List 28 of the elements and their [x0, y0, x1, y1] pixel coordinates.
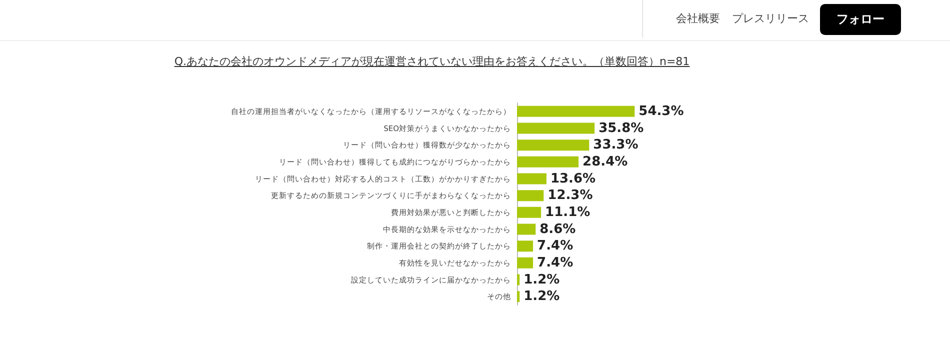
bar	[517, 274, 520, 286]
bar	[517, 122, 595, 134]
bar	[517, 173, 546, 184]
text: プレスリリース	[732, 11, 809, 26]
bar	[517, 106, 635, 117]
data-label: 7.4%	[537, 238, 574, 254]
data-label: 35.8%	[598, 120, 644, 136]
bar	[517, 257, 534, 268]
data-label: 1.2%	[524, 272, 560, 288]
chart-title: Q.あなたの会社のオウンドメディアが現在運営されていない理由をお答えください。（単数回答）n=81	[173, 54, 691, 69]
follow-button: フォロー	[820, 4, 901, 35]
bar	[517, 240, 534, 252]
bar	[517, 206, 542, 218]
bar	[517, 140, 590, 151]
text: 会社概要	[676, 11, 720, 26]
data-label: 54.3%	[638, 104, 684, 119]
data-label: 8.6%	[540, 222, 576, 237]
data-label: 12.3%	[548, 188, 593, 204]
bar	[517, 190, 544, 202]
data-label: 7.4%	[537, 255, 574, 270]
bar	[517, 224, 536, 235]
data-label: 28.4%	[582, 154, 628, 170]
data-label: 1.2%	[524, 289, 560, 304]
data-label: 13.6%	[550, 171, 596, 186]
data-label: 11.1%	[545, 204, 590, 220]
bar	[517, 156, 579, 168]
bar	[517, 291, 520, 302]
data-label: 33.3%	[593, 138, 638, 153]
